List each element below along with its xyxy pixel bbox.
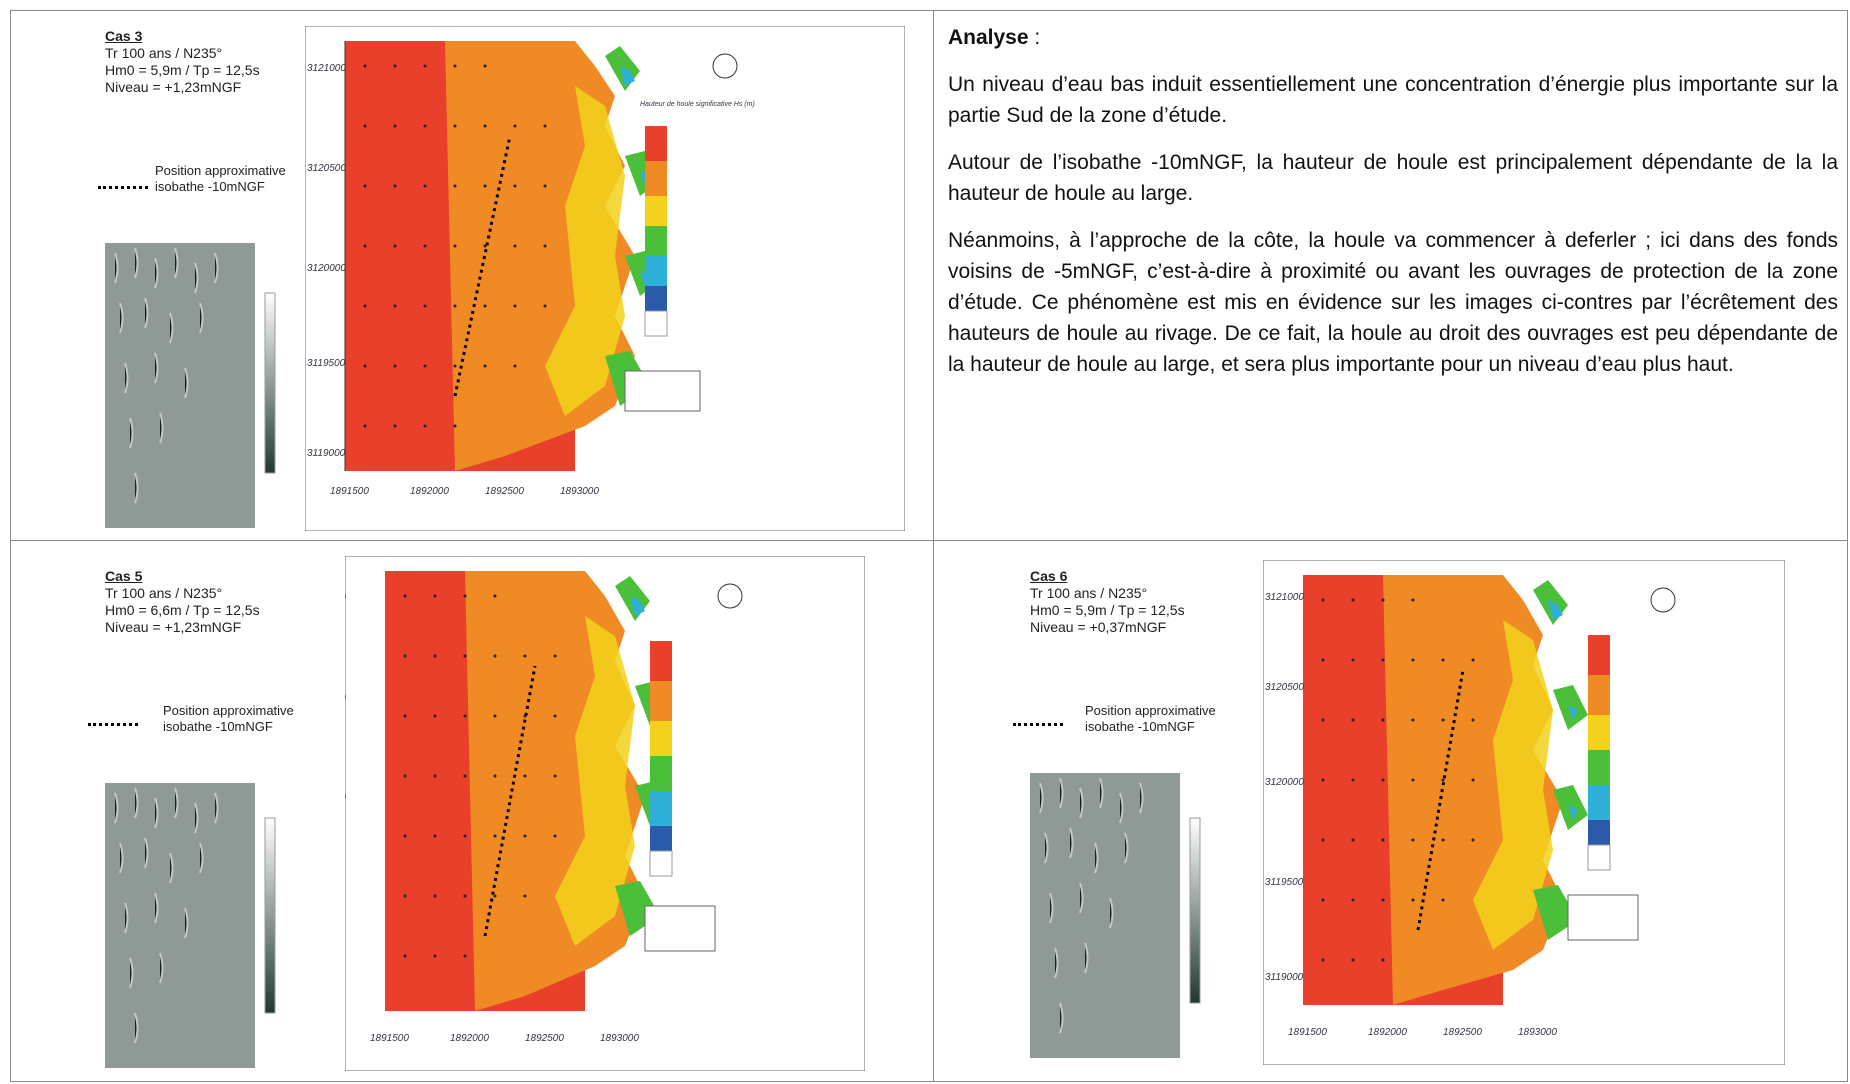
analysis-text: Analyse : Un niveau d’eau bas induit ess…: [948, 22, 1838, 396]
vector-reference-box: [624, 370, 701, 412]
vector-reference-box: [1567, 894, 1639, 941]
y-tick: 3119500: [1265, 877, 1304, 888]
analysis-paragraph-3: Néanmoins, à l’approche de la côte, la h…: [948, 229, 1838, 376]
x-tick: 1893000: [1518, 1027, 1557, 1038]
case-title: Cas 6: [1030, 568, 1068, 584]
colorbar: [649, 641, 673, 877]
isobath-legend: Position approximative isobathe -10mNGF: [1085, 703, 1216, 734]
y-tick: 3120000: [345, 793, 346, 804]
x-tick: 1892500: [525, 1033, 564, 1044]
x-tick: 1891500: [330, 486, 369, 497]
wave-field-image: [105, 243, 276, 528]
panel-cas6: Cas 6 Tr 100 ans / N235° Hm0 = 5,9m / Tp…: [945, 548, 1845, 1078]
panel-cas3: Cas 3 Tr 100 ans / N235° Hm0 = 5,9m / Tp…: [20, 18, 920, 533]
x-tick: 1892500: [1443, 1027, 1482, 1038]
row-divider: [10, 540, 1848, 541]
colorbar-title: Hauteur de houle significative Hs (m): [640, 101, 755, 108]
isobath-legend-dots: [88, 723, 138, 726]
case-title: Cas 3: [105, 28, 143, 44]
x-tick: 1891500: [370, 1033, 409, 1044]
case-line-2: Hm0 = 5,9m / Tp = 12,5s: [1030, 602, 1185, 618]
figure-table: [10, 10, 1848, 1082]
y-tick: 3121000: [345, 593, 346, 604]
case-line-1: Tr 100 ans / N235°: [105, 585, 223, 601]
wave-field-image: [105, 783, 276, 1068]
y-tick: 3121000: [1265, 592, 1304, 603]
case-caption: Cas 5 Tr 100 ans / N235° Hm0 = 6,6m / Tp…: [105, 568, 260, 636]
case-title: Cas 5: [105, 568, 143, 584]
x-tick: 1892000: [1368, 1027, 1407, 1038]
x-tick: 1891500: [1288, 1027, 1327, 1038]
isobath-legend: Position approximative isobathe -10mNGF: [163, 703, 294, 734]
y-tick: 3119000: [307, 448, 346, 459]
panel-cas5: Cas 5 Tr 100 ans / N235° Hm0 = 6,6m / Tp…: [20, 548, 920, 1078]
x-tick: 1893000: [600, 1033, 639, 1044]
vector-reference-box: [644, 905, 716, 952]
colorbar: [1587, 635, 1611, 871]
map-figure: 3121000 3120500 3120000 3119500 3119000 …: [305, 26, 905, 531]
y-tick: 3119500: [307, 358, 346, 369]
column-divider: [933, 10, 934, 1082]
compass-icon: [712, 53, 738, 79]
case-line-2: Hm0 = 6,6m / Tp = 12,5s: [105, 602, 260, 618]
case-line-3: Niveau = +0,37mNGF: [1030, 619, 1167, 635]
analysis-paragraph-1: Un niveau d’eau bas induit essentielleme…: [948, 73, 1838, 127]
case-caption: Cas 6 Tr 100 ans / N235° Hm0 = 5,9m / Tp…: [1030, 568, 1185, 636]
x-tick: 1892000: [450, 1033, 489, 1044]
analysis-paragraph-2: Autour de l’isobathe -10mNGF, la hauteur…: [948, 151, 1838, 205]
map-figure: 3121000 3120500 3120000 3119500 3119000 …: [1263, 560, 1785, 1065]
case-caption: Cas 3 Tr 100 ans / N235° Hm0 = 5,9m / Tp…: [105, 28, 260, 96]
x-tick: 1892500: [485, 486, 524, 497]
analysis-heading: Analyse: [948, 26, 1029, 49]
colorbar: [644, 126, 668, 337]
y-tick: 3120000: [1265, 777, 1304, 788]
x-tick: 1893000: [560, 486, 599, 497]
case-line-3: Niveau = +1,23mNGF: [105, 619, 242, 635]
isobath-legend-dots: [98, 186, 148, 189]
y-tick: 3120500: [307, 163, 346, 174]
y-tick: 3120000: [307, 263, 346, 274]
isobath-legend: Position approximative isobathe -10mNGF: [155, 163, 286, 194]
case-line-1: Tr 100 ans / N235°: [1030, 585, 1148, 601]
x-tick: 1892000: [410, 486, 449, 497]
y-tick: 3121000: [307, 63, 346, 74]
y-tick: 3120500: [345, 693, 346, 704]
case-line-1: Tr 100 ans / N235°: [105, 45, 223, 61]
y-tick: 3119000: [1265, 972, 1304, 983]
compass-icon: [717, 583, 743, 609]
map-figure: 3121000 3120500 3120000 3119500 3119000 …: [345, 556, 865, 1071]
wave-field-image: [1030, 773, 1201, 1058]
case-line-3: Niveau = +1,23mNGF: [105, 79, 242, 95]
y-tick: 3120500: [1265, 682, 1304, 693]
compass-icon: [1650, 587, 1676, 613]
case-line-2: Hm0 = 5,9m / Tp = 12,5s: [105, 62, 260, 78]
isobath-legend-dots: [1013, 723, 1063, 726]
